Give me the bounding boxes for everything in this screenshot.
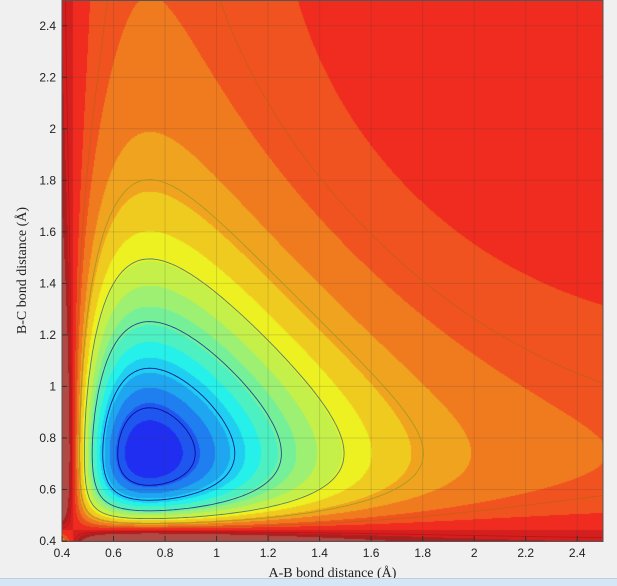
contour-lines	[61, 0, 604, 542]
contour-line	[83, 258, 345, 520]
x-tick-label: 1.6	[363, 546, 380, 560]
x-tick-label: 1.2	[260, 546, 277, 560]
x-tick-label: 1.4	[311, 546, 328, 560]
potential-energy-surface	[62, 0, 603, 541]
y-tick-label: 1.4	[39, 276, 56, 290]
y-tick-label: 0.6	[39, 482, 56, 496]
y-tick-label: 2.4	[39, 19, 56, 33]
x-tick-label: 2.4	[569, 546, 586, 560]
x-tick-label: 0.4	[54, 546, 71, 560]
x-tick-label: 0.8	[157, 546, 174, 560]
x-tick-label: 2.2	[517, 546, 534, 560]
y-tick-label: 0.4	[39, 534, 56, 548]
x-axis: 0.4 0.6 0.8 1 1.2 1.4 1.6 1.8 2 2.2 2.4	[54, 536, 586, 560]
y-tick-label: 2.2	[39, 70, 56, 84]
x-tick-label: 1.8	[414, 546, 431, 560]
plot-area	[61, 0, 604, 542]
y-tick-label: 1.8	[39, 173, 56, 187]
x-tick-label: 1	[213, 546, 220, 560]
y-axis-label: B-C bond distance (Å)	[14, 207, 30, 334]
plot-border	[61, 0, 604, 542]
contour-line	[102, 367, 236, 501]
y-tick-label: 1.2	[39, 328, 56, 342]
x-tick-label: 0.6	[105, 546, 122, 560]
y-axis: 0.4 0.6 0.8 1 1.2 1.4 1.6 1.8 2 2.2 2.4	[39, 19, 67, 548]
contour-line	[91, 321, 282, 512]
contour-line	[79, 179, 424, 524]
contour-line	[117, 407, 196, 486]
y-tick-label: 0.8	[39, 431, 56, 445]
y-tick-label: 2	[49, 122, 56, 136]
contour-line	[61, 0, 604, 542]
contour-line	[61, 0, 603, 542]
window-bottom-edge	[0, 578, 617, 586]
y-tick-label: 1	[49, 379, 56, 393]
x-tick-label: 2	[471, 546, 478, 560]
y-tick-label: 1.6	[39, 225, 56, 239]
x-axis-label: A-B bond distance (Å)	[269, 565, 397, 581]
